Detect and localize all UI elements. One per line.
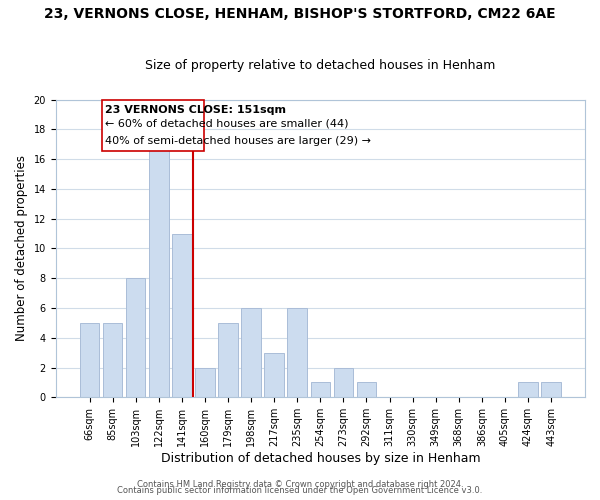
FancyBboxPatch shape (102, 100, 204, 151)
Bar (287, 308, 307, 398)
Text: 23 VERNONS CLOSE: 151sqm: 23 VERNONS CLOSE: 151sqm (104, 105, 286, 115)
Bar (265, 352, 284, 398)
X-axis label: Distribution of detached houses by size in Henham: Distribution of detached houses by size … (161, 452, 480, 465)
Y-axis label: Number of detached properties: Number of detached properties (15, 156, 28, 342)
Bar (126, 278, 145, 398)
Text: Contains HM Land Registry data © Crown copyright and database right 2024.: Contains HM Land Registry data © Crown c… (137, 480, 463, 489)
Text: 23, VERNONS CLOSE, HENHAM, BISHOP'S STORTFORD, CM22 6AE: 23, VERNONS CLOSE, HENHAM, BISHOP'S STOR… (44, 8, 556, 22)
Text: ← 60% of detached houses are smaller (44): ← 60% of detached houses are smaller (44… (104, 118, 348, 128)
Bar (356, 382, 376, 398)
Bar (334, 368, 353, 398)
Bar (518, 382, 538, 398)
Text: 40% of semi-detached houses are larger (29) →: 40% of semi-detached houses are larger (… (104, 136, 371, 146)
Title: Size of property relative to detached houses in Henham: Size of property relative to detached ho… (145, 59, 496, 72)
Bar (149, 144, 169, 398)
Bar (218, 323, 238, 398)
Bar (195, 368, 215, 398)
Bar (103, 323, 122, 398)
Bar (80, 323, 100, 398)
Bar (541, 382, 561, 398)
Bar (172, 234, 191, 398)
Text: Contains public sector information licensed under the Open Government Licence v3: Contains public sector information licen… (118, 486, 482, 495)
Bar (241, 308, 261, 398)
Bar (311, 382, 330, 398)
